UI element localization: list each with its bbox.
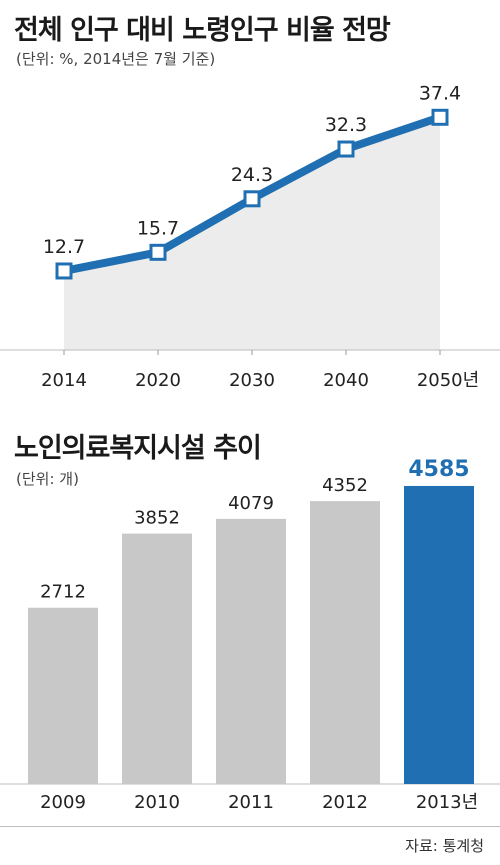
x-tick-label-0: 2014 <box>41 370 87 391</box>
line-chart-area <box>64 117 440 351</box>
x-tick-label-4: 2050년 <box>417 370 479 391</box>
x-tick-label-2: 2030 <box>229 370 275 391</box>
data-point-2 <box>243 190 261 208</box>
x-tick-label-1: 2020 <box>135 370 181 391</box>
bar-category-1: 2010 <box>134 792 180 813</box>
bar-chart-title: 노인의료복지시설 추이 <box>14 433 262 464</box>
source-divider <box>0 826 500 827</box>
bar-2 <box>216 518 286 784</box>
data-label-1: 15.7 <box>137 217 179 239</box>
data-label-0: 12.7 <box>43 236 85 258</box>
bar-0 <box>28 607 98 784</box>
bar-label-1: 3852 <box>134 508 180 529</box>
bar-chart: 2712 2009 3852 2010 4079 2011 4352 2012 4585 2013… <box>0 457 500 813</box>
bar-4 <box>404 485 474 784</box>
line-chart-title: 전체 인구 대비 노령인구 비율 전망 <box>14 15 391 46</box>
data-point-3 <box>337 140 355 158</box>
bar-label-0: 2712 <box>40 582 86 603</box>
line-chart: 12.7 15.7 24.3 32.3 37.4 2014 2020 2030 2040 2050… <box>0 82 500 391</box>
line-chart-unit: (단위: %, 2014년은 7월 기준) <box>16 50 216 68</box>
data-label-4: 37.4 <box>419 82 461 104</box>
bar-category-2: 2011 <box>228 792 274 813</box>
bar-category-0: 2009 <box>40 792 86 813</box>
data-label-3: 32.3 <box>325 114 367 136</box>
data-label-2: 24.3 <box>231 164 273 186</box>
data-point-1 <box>149 243 167 261</box>
bar-3 <box>310 501 380 784</box>
data-point-4 <box>431 108 449 126</box>
bar-1 <box>122 533 192 784</box>
x-tick-label-3: 2040 <box>323 370 369 391</box>
source-note: 자료: 통계청 <box>405 837 484 855</box>
bar-chart-unit: (단위: 개) <box>16 470 79 488</box>
bar-category-3: 2012 <box>322 792 368 813</box>
bar-label-4: 4585 <box>408 457 469 482</box>
bar-label-3: 4352 <box>322 475 368 496</box>
bar-label-2: 4079 <box>228 493 274 514</box>
data-point-0 <box>55 262 73 280</box>
bar-category-4: 2013년 <box>416 792 478 813</box>
